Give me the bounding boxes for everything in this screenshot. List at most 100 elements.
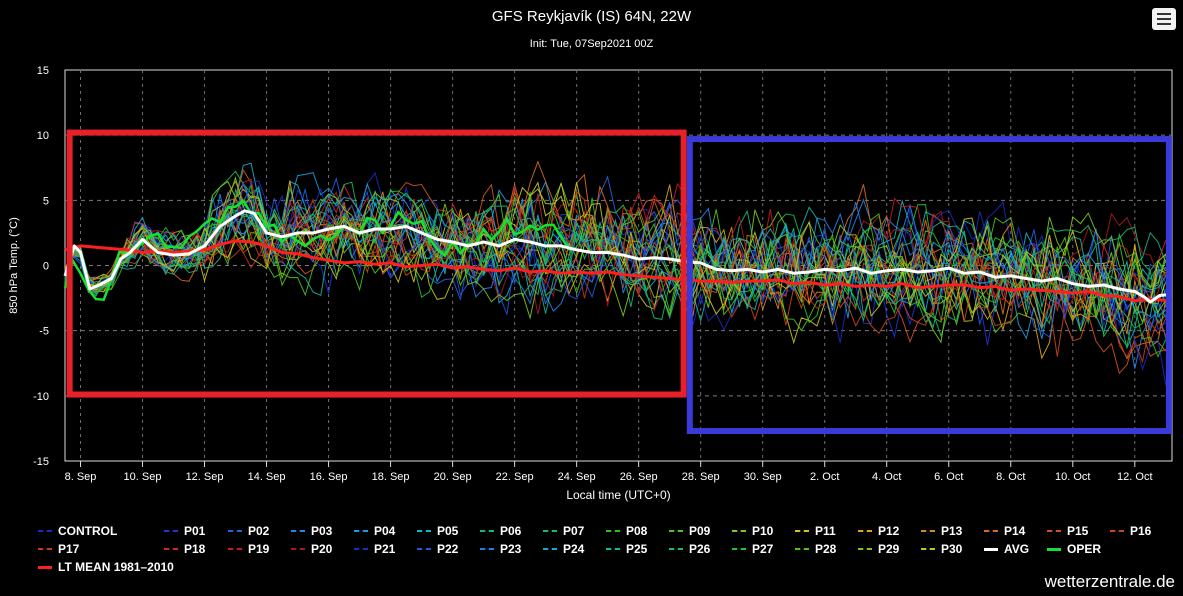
legend-item-p27[interactable]: P27: [732, 542, 773, 556]
legend-label: P28: [815, 542, 837, 556]
legend-symbol: [354, 530, 368, 532]
x-tick-label: 12. Sep: [186, 471, 224, 483]
legend-symbol: [606, 530, 620, 532]
y-tick-label: 5: [43, 195, 49, 207]
legend-label: P19: [248, 542, 270, 556]
legend-item-p03[interactable]: P03: [291, 524, 332, 538]
chart-area: 15 10 5 0 -5 -10 -15 8. Sep 10. Sep 12. Sep 14. Se…: [8, 65, 1173, 502]
legend-item-p13[interactable]: P13: [921, 524, 962, 538]
legend-symbol: [417, 530, 431, 532]
legend-symbol: [38, 565, 52, 569]
legend-item-avg[interactable]: AVG: [984, 542, 1029, 556]
legend-label: P18: [184, 542, 206, 556]
legend-label: P21: [374, 542, 396, 556]
x-tick-label: 18. Sep: [372, 471, 410, 483]
legend-item-p12[interactable]: P12: [858, 524, 899, 538]
legend-item-p30[interactable]: P30: [921, 542, 962, 556]
y-tick-label: 0: [43, 261, 49, 273]
legend-item-p10[interactable]: P10: [732, 524, 773, 538]
legend-symbol: [858, 530, 872, 532]
legend-item-p29[interactable]: P29: [858, 542, 899, 556]
x-tick-label: 16. Sep: [310, 471, 348, 483]
legend-label: P09: [689, 524, 711, 538]
legend-label: P07: [563, 524, 585, 538]
chart-title: GFS Reykjavík (IS) 64N, 22W: [491, 8, 692, 25]
legend-item-control[interactable]: CONTROL: [38, 524, 117, 538]
legend-label: P29: [878, 542, 900, 556]
y-tick-label: -15: [33, 456, 49, 468]
legend-item-p25[interactable]: P25: [606, 542, 647, 556]
legend-item-p28[interactable]: P28: [795, 542, 836, 556]
legend-label: P23: [500, 542, 522, 556]
legend-label: P04: [374, 524, 396, 538]
legend-label: P22: [437, 542, 459, 556]
legend-label: P26: [689, 542, 711, 556]
legend-item-lt-mean-1981-2010[interactable]: LT MEAN 1981–2010: [38, 560, 174, 574]
legend-item-p21[interactable]: P21: [354, 542, 395, 556]
legend-item-p11[interactable]: P11: [795, 524, 836, 538]
ensemble-line-p18: [64, 183, 1167, 312]
legend-label: P06: [500, 524, 522, 538]
legend-symbol: [543, 548, 557, 550]
legend-item-p05[interactable]: P05: [417, 524, 458, 538]
legend-item-p16[interactable]: P16: [1110, 524, 1151, 538]
legend-label: P01: [184, 524, 206, 538]
y-tick-label: -10: [33, 391, 49, 403]
ensemble-line-p12: [64, 180, 1166, 360]
legend-item-p14[interactable]: P14: [984, 524, 1025, 538]
legend-symbol: [480, 530, 494, 532]
legend-label: P10: [752, 524, 774, 538]
legend-item-p07[interactable]: P07: [543, 524, 584, 538]
legend-symbol: [921, 530, 935, 532]
lt-mean-line: [64, 239, 1173, 303]
x-tick-label: 10. Sep: [124, 471, 162, 483]
legend-item-oper[interactable]: OPER: [1047, 542, 1101, 556]
legend-item-p23[interactable]: P23: [480, 542, 521, 556]
legend-label: OPER: [1067, 542, 1102, 556]
x-tick-label: 2. Oct: [810, 471, 839, 483]
legend-item-p20[interactable]: P20: [291, 542, 332, 556]
legend-item-p15[interactable]: P15: [1047, 524, 1088, 538]
oper-line: [63, 199, 577, 302]
legend-item-p26[interactable]: P26: [669, 542, 710, 556]
x-tick-label: 10. Oct: [1055, 471, 1090, 483]
legend-label: P12: [878, 524, 900, 538]
legend-symbol: [354, 548, 368, 550]
x-tick-label: 6. Oct: [934, 471, 963, 483]
legend-label: P15: [1067, 524, 1089, 538]
ensemble-line-p24: [64, 182, 1166, 330]
y-tick-label: 10: [37, 130, 49, 142]
legend-symbol: [795, 548, 809, 550]
legend-item-p08[interactable]: P08: [606, 524, 647, 538]
legend-item-p06[interactable]: P06: [480, 524, 521, 538]
legend-label: P14: [1004, 524, 1026, 538]
legend-symbol: [164, 548, 178, 550]
legend-symbol: [732, 548, 746, 550]
hamburger-menu-icon[interactable]: [1152, 8, 1176, 30]
legend-item-p17[interactable]: P17: [38, 542, 79, 556]
legend-item-p24[interactable]: P24: [543, 542, 584, 556]
legend-item-p04[interactable]: P04: [354, 524, 395, 538]
ensemble-line-p02: [64, 175, 1167, 326]
legend-item-p02[interactable]: P02: [228, 524, 269, 538]
legend-symbol: [1047, 547, 1061, 551]
ensemble-line-p30: [64, 182, 1167, 336]
legend-item-p01[interactable]: P01: [164, 524, 205, 538]
x-tick-label: 24. Sep: [558, 471, 596, 483]
legend-symbol: [38, 530, 52, 532]
ensemble-line-p28: [64, 193, 1167, 332]
legend-label: P11: [815, 524, 836, 538]
legend-item-p19[interactable]: P19: [228, 542, 269, 556]
legend-label: P25: [626, 542, 648, 556]
x-tick-label: 8. Sep: [65, 471, 97, 483]
legend-item-p18[interactable]: P18: [164, 542, 205, 556]
legend-label: LT MEAN 1981–2010: [58, 560, 174, 574]
legend-symbol: [795, 530, 809, 532]
legend-symbol: [606, 548, 620, 550]
legend-item-p22[interactable]: P22: [417, 542, 458, 556]
legend-label: P30: [941, 542, 963, 556]
legend-item-p09[interactable]: P09: [669, 524, 710, 538]
legend-symbol: [480, 548, 494, 550]
legend-label: P13: [941, 524, 963, 538]
legend-symbol: [858, 548, 872, 550]
